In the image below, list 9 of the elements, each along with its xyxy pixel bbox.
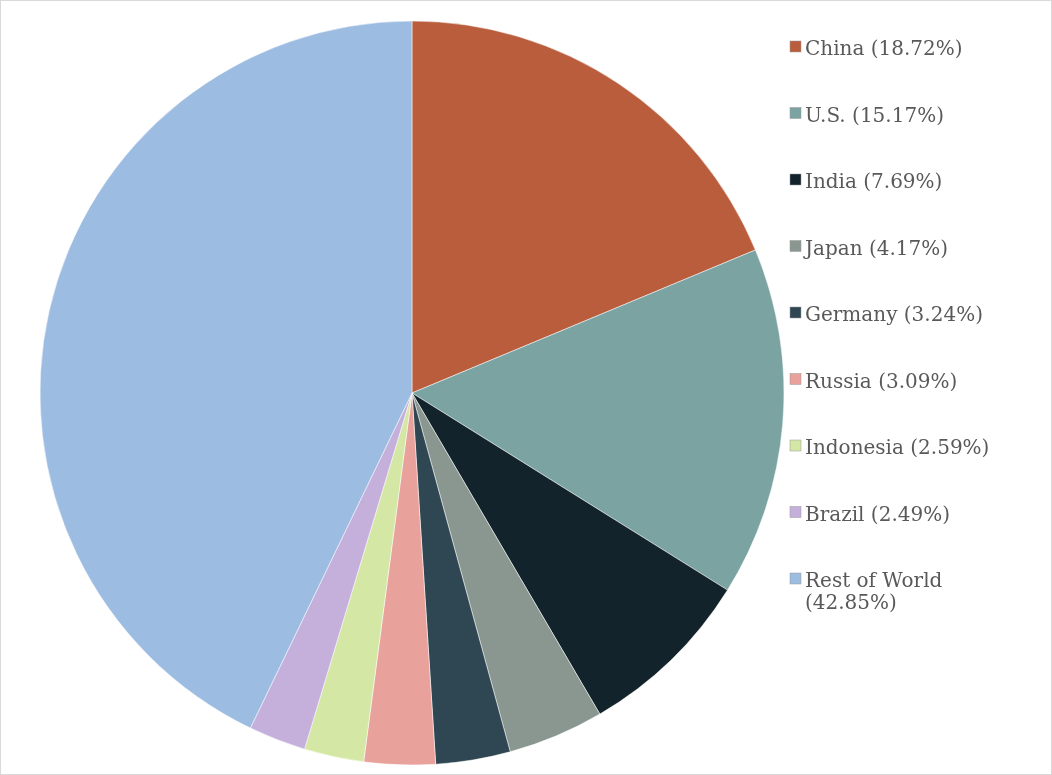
legend-label: Germany (3.24%) — [805, 302, 983, 326]
legend-label: Brazil (2.49%) — [805, 501, 951, 526]
legend-label: U.S. (15.17%) — [805, 102, 944, 127]
legend-label: Japan (4.17%) — [803, 235, 949, 260]
legend-label: Russia (3.09%) — [805, 368, 958, 393]
legend-label: Indonesia (2.59%) — [805, 435, 990, 459]
legend-label: India (7.69%) — [805, 169, 943, 193]
legend-label: China (18.72%) — [805, 36, 963, 60]
legend-label: Rest of World (42.85%) — [805, 568, 943, 614]
